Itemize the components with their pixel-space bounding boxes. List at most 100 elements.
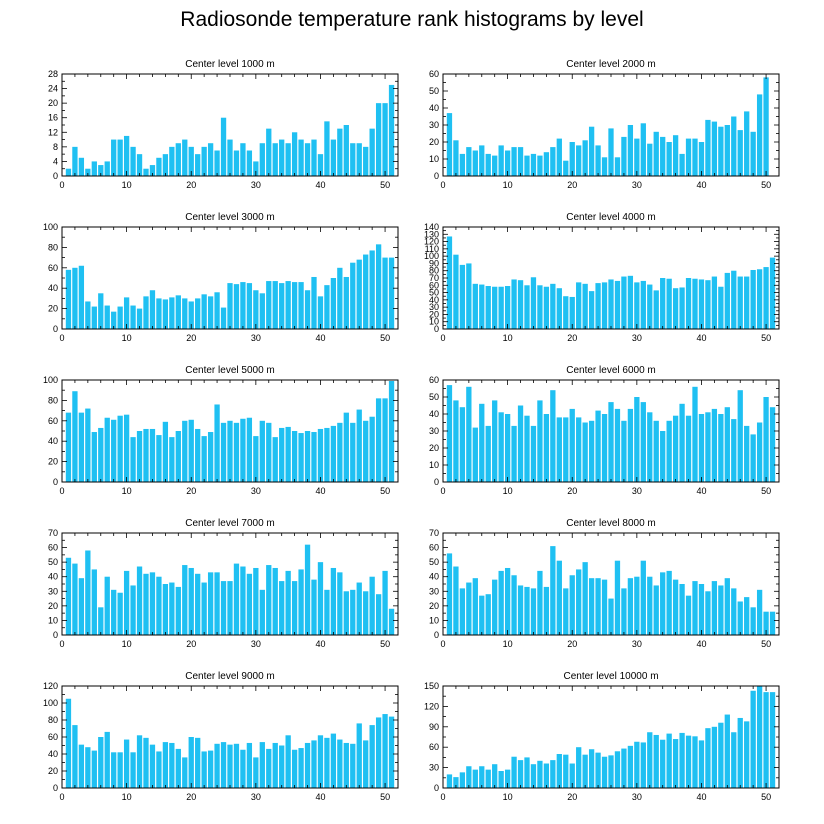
histogram-bar xyxy=(149,428,156,482)
histogram-bar xyxy=(324,427,330,482)
histogram-bar xyxy=(246,573,253,635)
histogram-bar xyxy=(647,576,653,635)
histogram-bar xyxy=(188,146,194,176)
histogram-bar xyxy=(595,752,601,788)
histogram-bar xyxy=(382,714,388,788)
y-tick-label: 0 xyxy=(53,477,58,487)
histogram-bar xyxy=(182,757,188,788)
histogram-bar xyxy=(672,579,679,635)
x-tick-label: 30 xyxy=(251,639,261,649)
histogram-bar xyxy=(517,585,524,635)
histogram-bar xyxy=(556,138,562,176)
histogram-bar xyxy=(175,748,181,788)
histogram-bar xyxy=(685,415,692,482)
histogram-bar xyxy=(543,286,550,329)
histogram-bar xyxy=(744,276,750,329)
histogram-bar xyxy=(266,565,272,635)
histogram-bar xyxy=(207,750,214,788)
histogram-bar xyxy=(504,769,511,788)
histogram-bar xyxy=(279,427,285,482)
histogram-bar xyxy=(576,569,582,635)
histogram-bar xyxy=(640,742,646,788)
histogram-bar xyxy=(350,143,356,176)
y-tick-label: 130 xyxy=(424,229,439,239)
histogram-bar xyxy=(718,585,724,635)
histogram-bar xyxy=(143,573,149,635)
histogram-bar xyxy=(291,282,298,329)
histogram-bar xyxy=(517,405,524,482)
histogram-bar xyxy=(123,135,130,176)
y-tick-label: 0 xyxy=(434,477,439,487)
histogram-bar xyxy=(492,286,498,329)
histogram-bar xyxy=(382,570,388,635)
histogram-bar xyxy=(343,591,349,635)
histogram-bar xyxy=(279,139,285,176)
histogram-bar xyxy=(330,733,337,788)
histogram-bar xyxy=(72,146,78,176)
y-tick-label: 40 xyxy=(429,103,439,113)
histogram-bar xyxy=(259,143,265,176)
histogram-bar xyxy=(343,412,349,482)
histogram-bar xyxy=(298,139,304,176)
histogram-bar xyxy=(601,414,608,482)
histogram-bar xyxy=(550,147,556,176)
histogram-bar xyxy=(750,131,756,176)
histogram-bar xyxy=(511,575,517,635)
histogram-bar xyxy=(731,419,737,482)
histogram-bar xyxy=(227,139,233,176)
y-tick-label: 80 xyxy=(48,242,58,252)
histogram-bar xyxy=(660,572,666,635)
histogram-bar xyxy=(459,772,466,788)
histogram-bar xyxy=(543,152,550,176)
histogram-bar xyxy=(530,764,537,788)
histogram-bar xyxy=(220,422,227,482)
histogram-bar xyxy=(608,598,614,635)
histogram-bar xyxy=(634,741,640,788)
x-tick-label: 40 xyxy=(696,180,706,190)
histogram-bar xyxy=(550,760,556,788)
histogram-bar xyxy=(543,586,550,635)
histogram-bar xyxy=(614,157,621,176)
histogram-bar xyxy=(104,305,110,329)
histogram-bar xyxy=(136,431,143,482)
histogram-bar xyxy=(724,407,730,482)
y-tick-label: 40 xyxy=(429,409,439,419)
histogram-bar xyxy=(621,588,627,635)
histogram-bar xyxy=(750,690,756,788)
x-tick-label: 50 xyxy=(761,486,771,496)
histogram-bar xyxy=(756,686,763,788)
histogram-bar xyxy=(744,721,750,788)
histogram-bar xyxy=(195,737,201,788)
histogram-bar xyxy=(246,283,253,329)
y-tick-label: 60 xyxy=(48,263,58,273)
histogram-bar xyxy=(356,409,362,482)
histogram-bar xyxy=(162,742,169,788)
x-tick-label: 30 xyxy=(632,333,642,343)
histogram-bar xyxy=(123,570,130,635)
histogram-bar xyxy=(324,737,330,788)
histogram-bar xyxy=(246,742,253,788)
x-tick-label: 20 xyxy=(186,486,196,496)
histogram-bar xyxy=(304,544,311,635)
histogram-bar xyxy=(388,716,395,788)
histogram-bar xyxy=(72,391,78,482)
y-tick-label: 40 xyxy=(48,749,58,759)
histogram-bar xyxy=(240,749,246,788)
y-tick-label: 110 xyxy=(425,244,439,254)
histogram-bar xyxy=(369,576,375,635)
histogram-bar xyxy=(298,748,304,788)
histogram-bar xyxy=(363,254,369,329)
histogram-bar xyxy=(162,421,169,482)
histogram-bar xyxy=(317,735,324,788)
histogram-bar xyxy=(737,130,743,176)
histogram-bar xyxy=(279,283,285,329)
histogram-bar xyxy=(78,265,85,329)
histogram-bar xyxy=(537,155,543,176)
histogram-bar xyxy=(472,578,478,635)
x-tick-label: 10 xyxy=(122,333,132,343)
histogram-bar xyxy=(453,777,459,788)
histogram-bar xyxy=(253,161,259,176)
histogram-bar xyxy=(660,278,666,329)
histogram-bar xyxy=(498,412,504,482)
x-tick-label: 20 xyxy=(567,486,577,496)
